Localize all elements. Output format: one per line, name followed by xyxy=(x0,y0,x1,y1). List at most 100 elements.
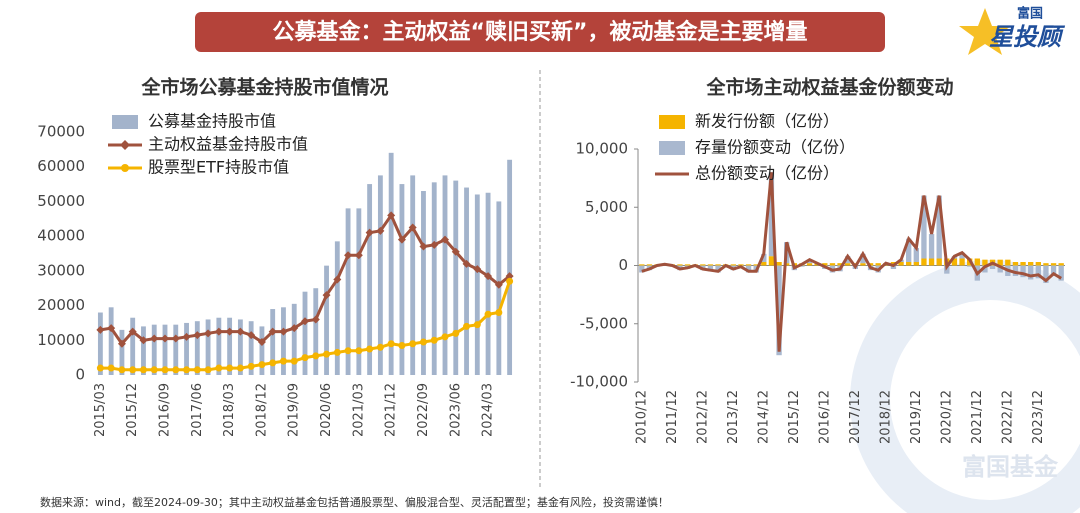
line-marker xyxy=(387,340,395,348)
line-marker xyxy=(279,327,288,336)
x-tick-label: 2021/03 xyxy=(351,383,366,437)
bar xyxy=(936,258,942,266)
bar xyxy=(761,253,767,263)
bar xyxy=(1050,263,1057,266)
bar xyxy=(1035,265,1041,279)
bar xyxy=(982,259,988,266)
line-marker xyxy=(312,352,320,360)
header-banner xyxy=(195,12,885,52)
y-tick-label: 20000 xyxy=(37,296,85,314)
line-marker xyxy=(505,272,514,281)
bar xyxy=(951,258,958,266)
line-marker xyxy=(323,350,331,358)
bar xyxy=(822,263,828,266)
line-marker xyxy=(96,325,105,334)
line-marker xyxy=(366,345,374,353)
legend-marker xyxy=(121,164,129,172)
bar xyxy=(248,321,254,375)
x-tick-label: 2011/12 xyxy=(665,390,680,444)
bar xyxy=(97,312,103,375)
bar xyxy=(913,262,919,266)
bar xyxy=(453,180,459,375)
x-tick-label: 2020/06 xyxy=(319,383,334,437)
bar xyxy=(141,326,146,375)
bar xyxy=(639,265,645,273)
line-marker xyxy=(236,364,244,372)
line-marker xyxy=(150,334,159,343)
legend-label: 存量份额变动（亿份） xyxy=(695,138,855,157)
x-tick-label: 2010/12 xyxy=(634,390,649,444)
line-marker xyxy=(430,336,438,344)
bar xyxy=(1028,265,1034,280)
line-marker xyxy=(409,340,417,348)
line-marker xyxy=(387,211,396,220)
logo-main: 星投顾 xyxy=(989,23,1066,51)
line-marker xyxy=(451,247,460,256)
bar xyxy=(890,265,897,269)
bar xyxy=(281,307,286,375)
line-marker xyxy=(301,317,309,326)
bar xyxy=(259,326,265,375)
bar xyxy=(799,265,805,267)
bar xyxy=(399,184,405,375)
line-marker xyxy=(139,336,148,345)
line-marker xyxy=(150,366,158,374)
bar xyxy=(745,265,752,273)
x-tick-label: 2014/12 xyxy=(756,390,771,444)
line-marker xyxy=(473,321,481,329)
bar xyxy=(928,258,935,266)
bar xyxy=(715,265,721,273)
x-tick-label: 2019/09 xyxy=(287,383,302,437)
bar xyxy=(345,208,351,375)
bar xyxy=(875,263,881,266)
line-marker xyxy=(215,364,223,372)
bar xyxy=(302,291,308,375)
legend-swatch xyxy=(659,115,685,129)
x-tick-label: 2017/06 xyxy=(190,383,205,437)
bar xyxy=(474,194,480,375)
bar xyxy=(860,263,866,266)
bar xyxy=(216,317,222,375)
bar xyxy=(913,248,919,263)
y-tick-label: 5,000 xyxy=(585,198,628,216)
bar xyxy=(867,263,874,266)
line-marker xyxy=(473,265,482,274)
x-tick-label: 2021/12 xyxy=(970,390,985,444)
legend-swatch xyxy=(112,115,138,129)
bar xyxy=(1043,263,1049,266)
bar xyxy=(442,175,448,375)
line-marker xyxy=(183,366,191,374)
line-marker xyxy=(182,332,191,341)
x-tick-label: 2018/12 xyxy=(878,390,893,444)
bar xyxy=(906,262,912,266)
bar xyxy=(507,159,513,375)
x-tick-label: 2013/12 xyxy=(726,390,741,444)
y-tick-label: 10,000 xyxy=(576,140,629,158)
logo-star xyxy=(959,8,1011,55)
bar xyxy=(761,262,767,266)
bar xyxy=(906,238,912,263)
header-title: 公募基金：主动权益“赎旧买新”，被动基金是主要增量 xyxy=(273,19,808,45)
x-tick-label: 2022/12 xyxy=(1000,390,1015,444)
bar xyxy=(1058,263,1064,266)
bar xyxy=(829,263,836,266)
x-tick-label: 2015/12 xyxy=(787,390,802,444)
y-tick-label: 70000 xyxy=(37,123,85,141)
line-marker xyxy=(376,226,385,235)
line-marker xyxy=(398,341,406,349)
line-marker xyxy=(441,235,449,244)
y-tick-label: 0 xyxy=(75,366,85,384)
bar xyxy=(313,288,319,375)
line-marker xyxy=(193,331,202,340)
bar xyxy=(237,319,243,375)
line-marker xyxy=(322,291,331,300)
line-marker xyxy=(193,366,201,374)
line-marker xyxy=(495,309,503,317)
bar xyxy=(205,319,211,375)
bar xyxy=(768,256,775,266)
legend-marker xyxy=(120,140,130,150)
x-tick-label: 2016/12 xyxy=(817,390,832,444)
bar xyxy=(227,317,233,375)
x-tick-label: 2023/06 xyxy=(448,383,463,437)
line xyxy=(641,172,1062,352)
